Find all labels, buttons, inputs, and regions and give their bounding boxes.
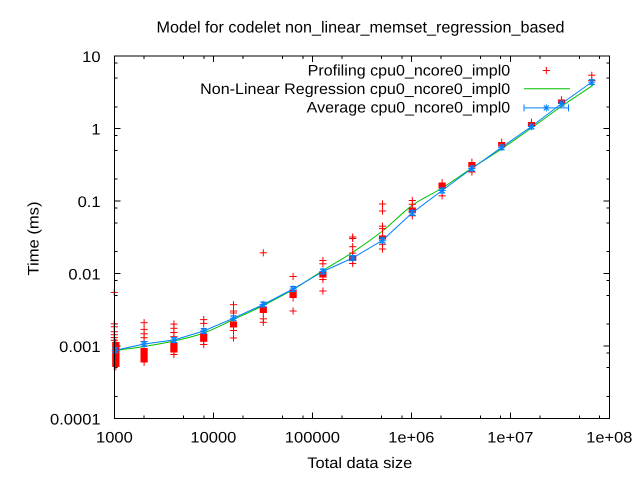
svg-text:Model for codelet non_linear_m: Model for codelet non_linear_memset_regr…	[157, 20, 565, 37]
svg-text:Average cpu0_ncore0_impl0: Average cpu0_ncore0_impl0	[307, 100, 511, 117]
svg-text:1: 1	[91, 122, 100, 139]
svg-text:Profiling cpu0_ncore0_impl0: Profiling cpu0_ncore0_impl0	[308, 62, 511, 79]
svg-text:0.1: 0.1	[78, 194, 101, 211]
svg-text:Non-Linear Regression cpu0_nco: Non-Linear Regression cpu0_ncore0_impl0	[200, 81, 510, 98]
svg-text:1e+07: 1e+07	[487, 430, 533, 447]
svg-text:Time (ms): Time (ms)	[26, 202, 43, 276]
svg-text:10: 10	[82, 49, 100, 66]
svg-text:Total data size: Total data size	[307, 455, 412, 472]
svg-text:1e+06: 1e+06	[388, 430, 434, 447]
svg-text:1000: 1000	[96, 430, 133, 447]
svg-text:0.01: 0.01	[68, 267, 100, 284]
svg-text:10000: 10000	[190, 430, 236, 447]
svg-text:0.0001: 0.0001	[50, 411, 101, 428]
svg-text:100000: 100000	[285, 430, 340, 447]
svg-text:0.001: 0.001	[59, 339, 100, 356]
svg-text:1e+08: 1e+08	[586, 430, 632, 447]
